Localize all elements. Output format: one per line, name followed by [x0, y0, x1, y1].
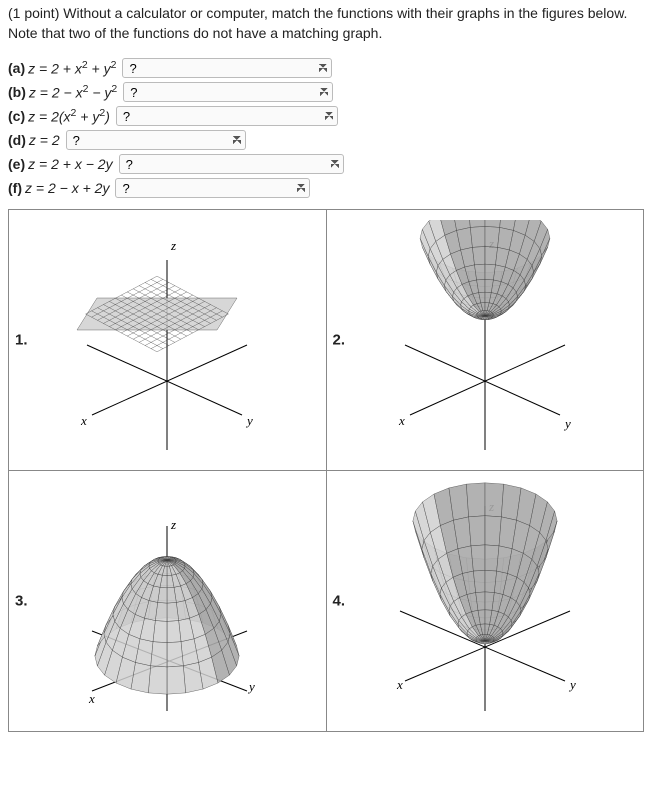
svg-text:x: x: [80, 413, 87, 428]
func-label-a: (a) z = 2 + x2 + y2: [8, 59, 116, 77]
answer-select-c[interactable]: ?: [116, 106, 338, 126]
svg-text:z: z: [170, 517, 176, 532]
graph-label-3: 3.: [15, 593, 28, 610]
func-row-e: (e) z = 2 + x − 2y ?: [8, 153, 644, 175]
graph-label-1: 1.: [15, 332, 28, 349]
answer-select-f[interactable]: ?: [115, 178, 310, 198]
func-row-c: (c) z = 2(x2 + y2) ?: [8, 105, 644, 127]
svg-text:y: y: [247, 679, 255, 694]
svg-text:y: y: [245, 413, 253, 428]
func-label-b: (b) z = 2 − x2 − y2: [8, 83, 117, 101]
graph-cell-1: z x y: [9, 210, 326, 470]
func-row-d: (d) z = 2 ?: [8, 129, 644, 151]
graph-svg-3: z x y: [37, 481, 297, 721]
answer-select-b[interactable]: ?: [123, 82, 333, 102]
graph-cell-3: z x y: [9, 471, 326, 731]
func-row-f: (f) z = 2 − x + 2y ?: [8, 177, 644, 199]
answer-select-e[interactable]: ?: [119, 154, 344, 174]
graph-svg-2: z x y: [355, 220, 615, 460]
answer-select-a[interactable]: ?: [122, 58, 332, 78]
func-label-f: (f) z = 2 − x + 2y: [8, 180, 109, 196]
graph-label-2: 2.: [333, 332, 346, 349]
svg-text:x: x: [88, 691, 95, 706]
graph-svg-1: z x y: [37, 220, 297, 460]
svg-text:x: x: [398, 413, 405, 428]
graph-table: 1. z x y: [8, 209, 644, 732]
func-label-d: (d) z = 2: [8, 132, 60, 148]
answer-select-d[interactable]: ?: [66, 130, 246, 150]
svg-text:y: y: [568, 677, 576, 692]
func-row-b: (b) z = 2 − x2 − y2 ?: [8, 81, 644, 103]
graph-cell-4: z x y: [327, 471, 644, 731]
question-prompt: (1 point) Without a calculator or comput…: [8, 4, 644, 43]
graph-cell-2: z x y: [327, 210, 644, 470]
func-row-a: (a) z = 2 + x2 + y2 ?: [8, 57, 644, 79]
func-label-c: (c) z = 2(x2 + y2): [8, 107, 110, 125]
function-list: (a) z = 2 + x2 + y2 ? (b) z = 2 − x2 − y…: [8, 57, 644, 199]
svg-text:z: z: [170, 238, 176, 253]
svg-text:x: x: [396, 677, 403, 692]
graph-svg-4: z x y: [355, 481, 615, 721]
svg-text:y: y: [563, 416, 571, 431]
graph-label-4: 4.: [333, 593, 346, 610]
func-label-e: (e) z = 2 + x − 2y: [8, 156, 113, 172]
